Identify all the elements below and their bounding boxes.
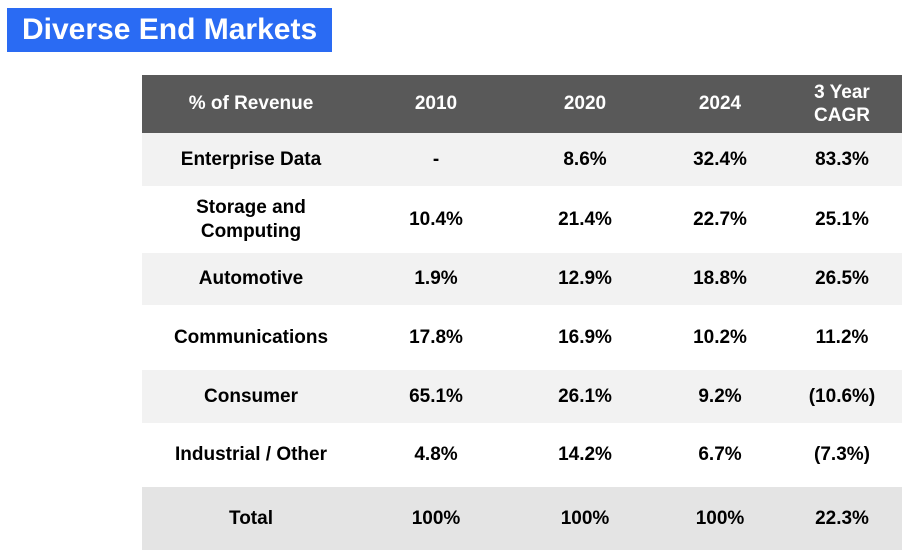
table-cell: 32.4%: [693, 148, 747, 170]
table-cell: 4.8%: [414, 444, 458, 466]
table-cell: (7.3%): [814, 444, 870, 466]
column-header-2010: 2010: [360, 75, 512, 133]
row-label: Enterprise Data: [180, 148, 322, 170]
table-row-automotive: Automotive 1.9% 12.9% 18.8% 26.5%: [142, 253, 902, 305]
row-label: Communications: [173, 326, 329, 348]
table-cell: 25.1%: [815, 208, 869, 230]
table-row-industrial-other: Industrial / Other 4.8% 14.2% 6.7% (7.3%…: [142, 423, 902, 487]
column-header-2024: 2024: [658, 75, 782, 133]
table-cell: 9.2%: [698, 385, 742, 407]
end-markets-table: % of Revenue 2010 2020 2024 3 Year CAGR …: [142, 75, 902, 550]
column-header-3yr-cagr: 3 Year CAGR: [782, 75, 902, 133]
table-cell: 6.7%: [698, 444, 742, 466]
table-cell: 18.8%: [693, 268, 747, 290]
table-cell: 14.2%: [558, 444, 612, 466]
column-header-revenue: % of Revenue: [142, 75, 360, 133]
table-cell: (10.6%): [808, 385, 876, 407]
row-label: Total: [229, 507, 273, 529]
row-label: Automotive: [198, 268, 304, 290]
table-cell: 65.1%: [409, 385, 463, 407]
table-cell: 17.8%: [409, 326, 463, 348]
table-cell: 26.5%: [815, 268, 869, 290]
table-cell: 22.7%: [693, 208, 747, 230]
page-title: Diverse End Markets: [7, 8, 333, 52]
table-cell: 11.2%: [815, 326, 869, 348]
row-label: Consumer: [204, 385, 298, 407]
table-cell: 100%: [695, 507, 745, 529]
table-cell: 10.4%: [409, 208, 463, 230]
table-cell: 10.2%: [693, 326, 747, 348]
table-cell: 21.4%: [558, 208, 612, 230]
row-label: Storage and Computing: [196, 197, 306, 242]
table-cell: 26.1%: [558, 385, 612, 407]
table-cell: 1.9%: [414, 268, 458, 290]
table-cell: 100%: [560, 507, 610, 529]
table-row-communications: Communications 17.8% 16.9% 10.2% 11.2%: [142, 305, 902, 370]
row-label: Industrial / Other: [174, 444, 328, 466]
column-header-2020: 2020: [512, 75, 658, 133]
table-cell: 22.3%: [815, 507, 869, 529]
table-cell: 12.9%: [558, 268, 612, 290]
table-cell: 100%: [411, 507, 461, 529]
table-cell: 8.6%: [563, 148, 607, 170]
table-row-enterprise-data: Enterprise Data - 8.6% 32.4% 83.3%: [142, 133, 902, 186]
table-cell: 83.3%: [815, 148, 869, 170]
table-row-consumer: Consumer 65.1% 26.1% 9.2% (10.6%): [142, 370, 902, 423]
table-row-storage-computing: Storage and Computing 10.4% 21.4% 22.7% …: [142, 186, 902, 253]
table-cell: 16.9%: [558, 326, 612, 348]
table-row-total: Total 100% 100% 100% 22.3%: [142, 487, 902, 550]
table-cell: -: [432, 148, 440, 170]
table-header-row: % of Revenue 2010 2020 2024 3 Year CAGR: [142, 75, 902, 133]
